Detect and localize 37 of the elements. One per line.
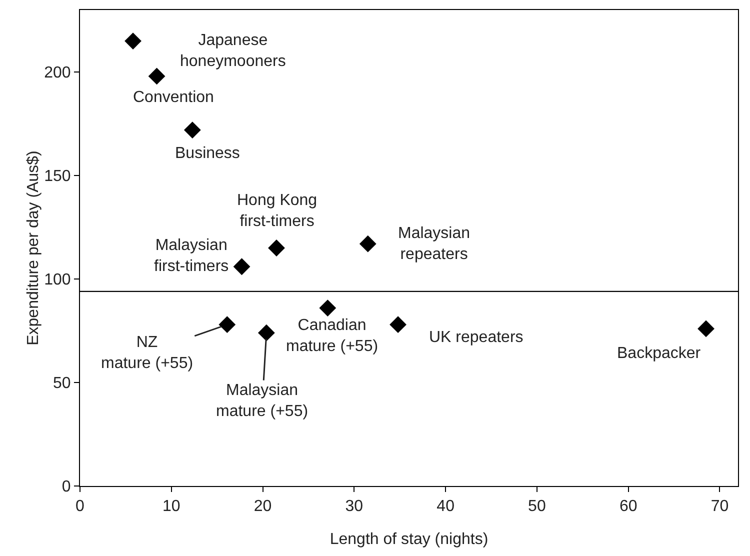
annotation: UK repeaters	[429, 329, 524, 346]
annotation: Malaysian mature (+55)	[216, 382, 308, 420]
y-tick-label: 100	[44, 272, 71, 289]
annotation: Japanese honeymooners	[180, 32, 286, 70]
y-tick-label: 50	[53, 375, 71, 392]
point	[258, 324, 275, 342]
y-axis-title: Expenditure per day (Aus$)	[25, 150, 42, 346]
x-tick-label: 30	[345, 498, 364, 516]
point	[359, 235, 376, 252]
y-tick-label: 150	[44, 168, 71, 186]
y-tick-label: 0	[62, 478, 71, 496]
point	[218, 316, 236, 334]
x-tick-label: 20	[254, 498, 272, 516]
point	[184, 122, 201, 138]
annotation: Malaysian first-timers	[154, 237, 229, 275]
point	[698, 320, 714, 338]
annotation: NZ mature (+55)	[101, 334, 194, 372]
point	[148, 68, 166, 85]
annotation: Backpacker	[617, 345, 702, 362]
point	[390, 316, 406, 334]
x-tick-label: 70	[710, 498, 729, 516]
x-axis-title: Length of stay (nights)	[330, 531, 488, 548]
annotation: Hong Kong first-timers	[237, 192, 318, 230]
point	[319, 300, 336, 316]
point	[233, 258, 250, 276]
point	[268, 240, 285, 256]
x-tick-label: 50	[528, 498, 546, 516]
annotation: Convention	[133, 89, 214, 106]
x-tick-label: 10	[162, 498, 180, 516]
point	[124, 32, 142, 50]
x-tick-label: 0	[76, 498, 85, 516]
x-tick-label: 60	[619, 498, 638, 516]
annotation: Business	[175, 145, 240, 162]
x-tick-label: 40	[436, 498, 455, 516]
annotation: Malaysian repeaters	[398, 225, 470, 263]
y-tick-label: 200	[44, 64, 71, 82]
annotation: Canadian mature (+55)	[286, 317, 378, 355]
